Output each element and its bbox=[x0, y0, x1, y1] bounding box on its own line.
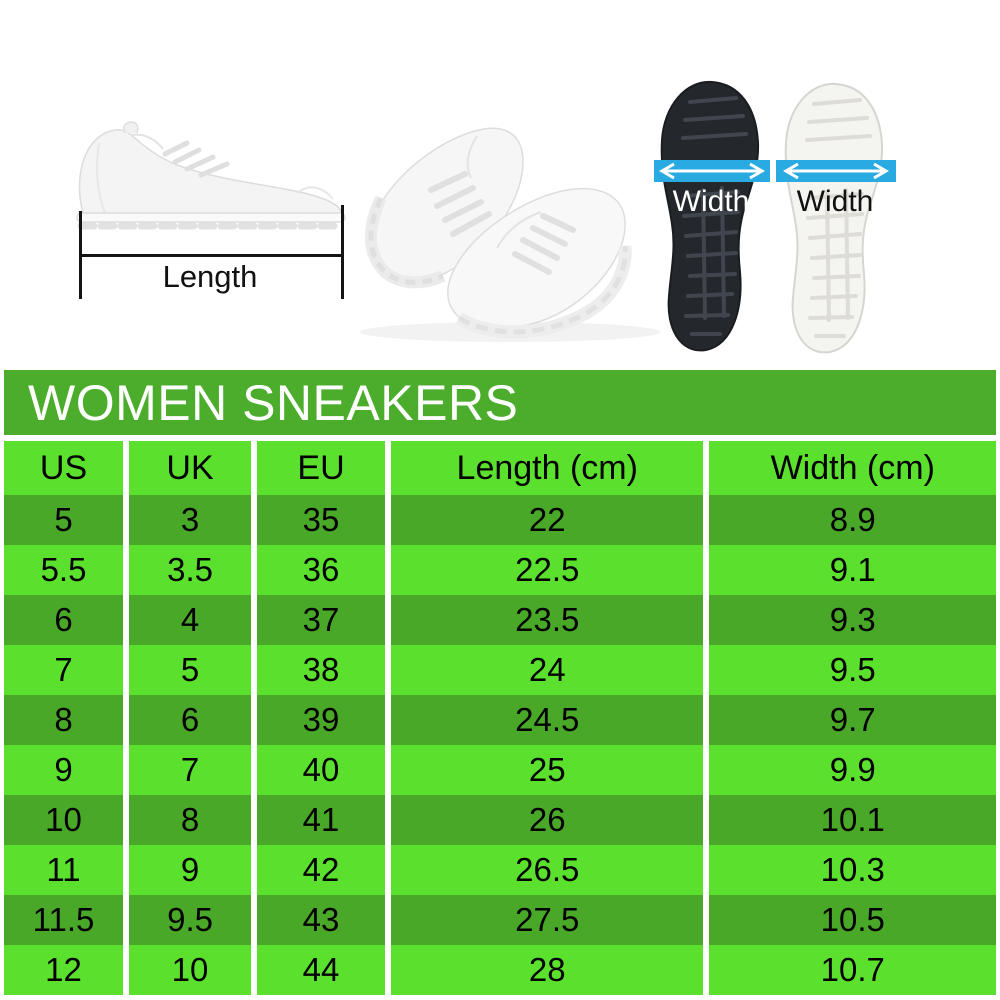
table-cell: 43 bbox=[257, 895, 385, 945]
table-cell: 38 bbox=[257, 645, 385, 695]
table-cell: 10.3 bbox=[709, 845, 996, 895]
table-row: 8 6 39 24.5 9.7 bbox=[4, 695, 996, 745]
size-table-section: WOMEN SNEAKERS US UK EU Length (cm) Widt… bbox=[0, 366, 1000, 1000]
column-header-eu: EU bbox=[257, 441, 385, 495]
table-cell: 11 bbox=[4, 845, 124, 895]
column-header-width: Width (cm) bbox=[709, 441, 996, 495]
column-header-us: US bbox=[4, 441, 124, 495]
table-header-row: US UK EU Length (cm) Width (cm) bbox=[4, 441, 996, 495]
size-table-body: 5 3 35 22 8.9 5.5 3.5 36 22.5 9.1 6 4 37 23.5 9.3 7 5 38 2… bbox=[4, 495, 996, 995]
table-cell: 10 bbox=[4, 795, 124, 845]
table-cell: 8 bbox=[129, 795, 252, 845]
table-row: 12 10 44 28 10.7 bbox=[4, 945, 996, 995]
table-cell: 4 bbox=[129, 595, 252, 645]
width-band-black-sole bbox=[654, 160, 770, 182]
table-cell: 6 bbox=[129, 695, 252, 745]
table-cell: 23.5 bbox=[391, 595, 704, 645]
table-cell: 5 bbox=[4, 495, 124, 545]
table-cell: 9 bbox=[129, 845, 252, 895]
table-row: 10 8 41 26 10.1 bbox=[4, 795, 996, 845]
table-cell: 9.5 bbox=[129, 895, 252, 945]
table-cell: 9.7 bbox=[709, 695, 996, 745]
table-cell: 25 bbox=[391, 745, 704, 795]
black-sole bbox=[660, 80, 760, 352]
illustration-section: Length bbox=[0, 0, 1000, 366]
table-cell: 12 bbox=[4, 945, 124, 995]
length-line-horizontal bbox=[79, 254, 344, 257]
table-cell: 9 bbox=[4, 745, 124, 795]
table-cell: 41 bbox=[257, 795, 385, 845]
table-cell: 44 bbox=[257, 945, 385, 995]
table-cell: 7 bbox=[129, 745, 252, 795]
table-cell: 26.5 bbox=[391, 845, 704, 895]
table-cell: 6 bbox=[4, 595, 124, 645]
table-cell: 8 bbox=[4, 695, 124, 745]
table-row: 5.5 3.5 36 22.5 9.1 bbox=[4, 545, 996, 595]
column-header-length: Length (cm) bbox=[391, 441, 704, 495]
table-row: 11 9 42 26.5 10.3 bbox=[4, 845, 996, 895]
table-cell: 10 bbox=[129, 945, 252, 995]
column-header-uk: UK bbox=[129, 441, 252, 495]
width-label-white-sole: Width bbox=[797, 185, 874, 218]
table-cell: 11.5 bbox=[4, 895, 124, 945]
table-cell: 9.5 bbox=[709, 645, 996, 695]
table-cell: 8.9 bbox=[709, 495, 996, 545]
table-cell: 10.5 bbox=[709, 895, 996, 945]
laces bbox=[512, 213, 576, 275]
sneaker-pair-figure bbox=[345, 78, 665, 350]
page-title: WOMEN SNEAKERS bbox=[4, 370, 996, 435]
table-row: 7 5 38 24 9.5 bbox=[4, 645, 996, 695]
laces bbox=[162, 140, 230, 178]
table-cell: 39 bbox=[257, 695, 385, 745]
table-cell: 10.7 bbox=[709, 945, 996, 995]
table-cell: 9.3 bbox=[709, 595, 996, 645]
table-cell: 9.1 bbox=[709, 545, 996, 595]
white-sole bbox=[784, 82, 884, 354]
table-cell: 37 bbox=[257, 595, 385, 645]
soles-image: Width Width bbox=[654, 80, 896, 354]
table-cell: 5 bbox=[129, 645, 252, 695]
table-cell: 27.5 bbox=[391, 895, 704, 945]
table-cell: 9.9 bbox=[709, 745, 996, 795]
table-cell: 22 bbox=[391, 495, 704, 545]
table-cell: 35 bbox=[257, 495, 385, 545]
table-row: 5 3 35 22 8.9 bbox=[4, 495, 996, 545]
table-row: 11.5 9.5 43 27.5 10.5 bbox=[4, 895, 996, 945]
table-cell: 5.5 bbox=[4, 545, 124, 595]
table-cell: 3.5 bbox=[129, 545, 252, 595]
width-measure-figure: Width Width bbox=[648, 68, 900, 368]
table-cell: 22.5 bbox=[391, 545, 704, 595]
table-cell: 26 bbox=[391, 795, 704, 845]
table-cell: 28 bbox=[391, 945, 704, 995]
table-cell: 42 bbox=[257, 845, 385, 895]
table-cell: 36 bbox=[257, 545, 385, 595]
length-label: Length bbox=[162, 259, 258, 294]
table-row: 9 7 40 25 9.9 bbox=[4, 745, 996, 795]
width-band-white-sole bbox=[776, 160, 896, 182]
table-row: 6 4 37 23.5 9.3 bbox=[4, 595, 996, 645]
table-cell: 24 bbox=[391, 645, 704, 695]
table-cell: 7 bbox=[4, 645, 124, 695]
table-cell: 40 bbox=[257, 745, 385, 795]
table-cell: 10.1 bbox=[709, 795, 996, 845]
laces bbox=[428, 171, 492, 237]
side-sneaker-image bbox=[76, 121, 346, 230]
sneaker-pair-image bbox=[360, 127, 660, 342]
width-label-black-sole: Width bbox=[673, 185, 750, 218]
table-cell: 24.5 bbox=[391, 695, 704, 745]
length-measure-figure: Length bbox=[60, 95, 360, 325]
length-line-right bbox=[341, 205, 344, 299]
table-cell: 3 bbox=[129, 495, 252, 545]
